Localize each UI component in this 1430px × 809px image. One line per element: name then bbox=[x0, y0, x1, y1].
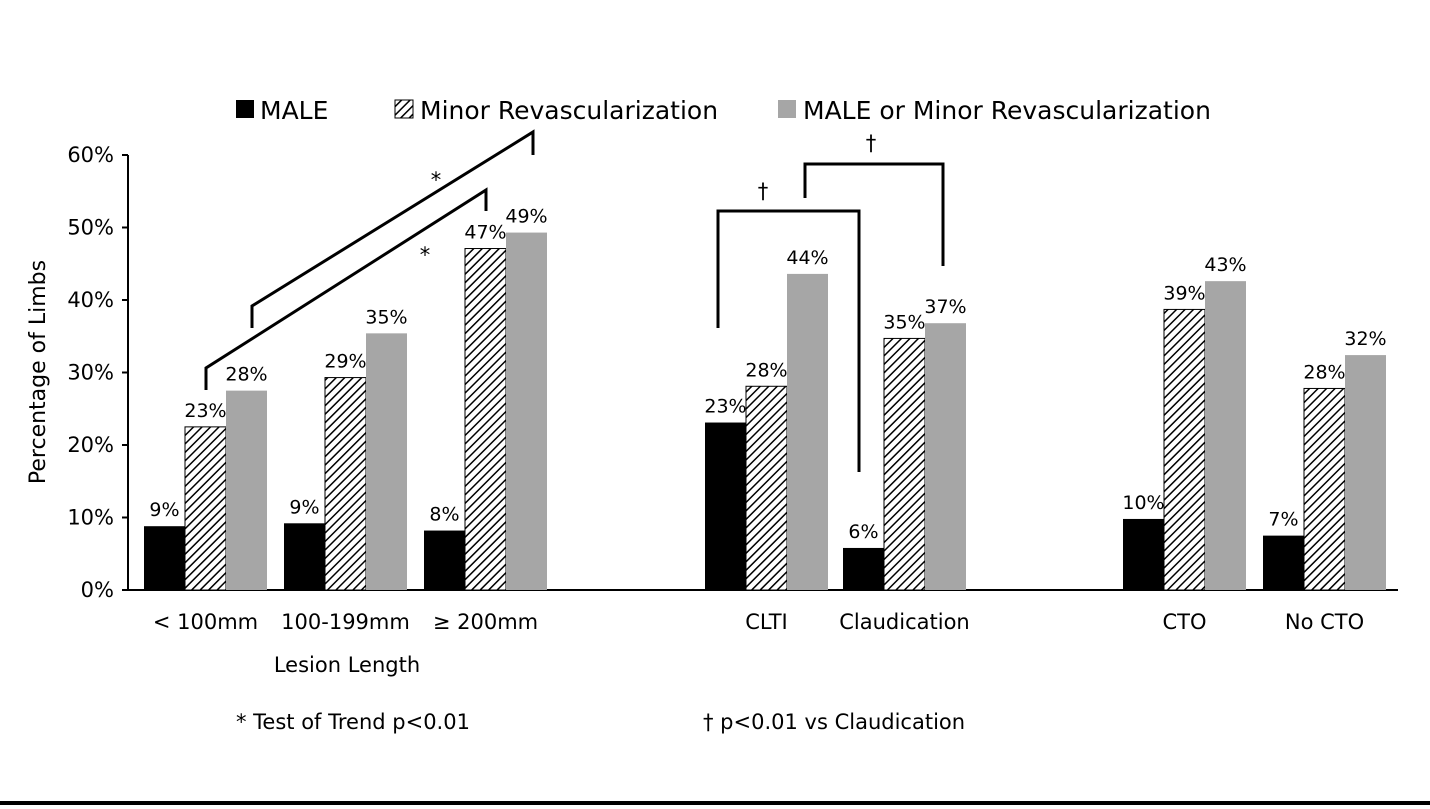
y-tick-label: 60% bbox=[67, 143, 114, 167]
bar-male-or-minor bbox=[1345, 355, 1386, 590]
bottom-rule bbox=[0, 801, 1430, 805]
claudication-marker-left: † bbox=[758, 179, 769, 203]
bar-male-or-minor bbox=[925, 323, 966, 590]
data-label-male: 10% bbox=[1122, 492, 1164, 514]
y-tick-label: 30% bbox=[67, 361, 114, 385]
bar-minor-revascularization bbox=[324, 377, 367, 591]
bar-male-or-minor bbox=[506, 232, 547, 590]
bar-minor-revascularization bbox=[1303, 387, 1346, 591]
legend-label-male: MALE bbox=[260, 96, 328, 125]
legend-label-male-or-minor: MALE or Minor Revascularization bbox=[803, 96, 1211, 125]
data-label-minor-revascularization: 47% bbox=[464, 222, 506, 244]
bar-male bbox=[1263, 535, 1304, 590]
data-label-minor-revascularization: 28% bbox=[1303, 361, 1345, 383]
data-label-male-or-minor: 49% bbox=[505, 206, 547, 228]
bar-male bbox=[424, 530, 465, 590]
data-label-male-or-minor: 28% bbox=[225, 364, 267, 386]
footnote-claudication: † p<0.01 vs Claudication bbox=[703, 710, 965, 734]
bar-male bbox=[843, 547, 884, 590]
data-label-male: 9% bbox=[149, 499, 179, 521]
bar-male bbox=[144, 526, 185, 590]
bar-male-or-minor bbox=[366, 333, 407, 590]
bar-male-or-minor bbox=[787, 273, 828, 590]
y-tick-label: 50% bbox=[67, 216, 114, 240]
data-label-minor-revascularization: 29% bbox=[324, 351, 366, 373]
clti-vs-claudication-bracket-male bbox=[716, 209, 861, 472]
trend-marker-lower: * bbox=[420, 243, 431, 267]
claudication-marker-right: † bbox=[866, 131, 877, 155]
bar-minor-revascularization bbox=[745, 385, 788, 591]
category-label: Claudication bbox=[839, 610, 969, 634]
bars bbox=[144, 232, 1386, 591]
data-label-male: 8% bbox=[429, 504, 459, 526]
bar-male-or-minor bbox=[226, 390, 267, 590]
category-label: 100-199mm bbox=[281, 610, 410, 634]
bar-minor-revascularization bbox=[184, 426, 227, 591]
category-label: CTO bbox=[1162, 610, 1206, 634]
data-label-male: 9% bbox=[289, 496, 319, 518]
legend: MALE Minor Revascularization MALE or Min… bbox=[236, 96, 1211, 125]
bar-male bbox=[284, 523, 325, 590]
y-tick-label: 10% bbox=[67, 506, 114, 530]
bar-minor-revascularization bbox=[1163, 308, 1206, 591]
data-label-male-or-minor: 44% bbox=[786, 247, 828, 269]
data-label-minor-revascularization: 23% bbox=[184, 400, 226, 422]
footnote-trend: * Test of Trend p<0.01 bbox=[236, 710, 470, 734]
data-label-male-or-minor: 43% bbox=[1204, 254, 1246, 276]
trend-bracket-male-or-minor bbox=[250, 129, 535, 328]
data-label-male: 23% bbox=[704, 396, 746, 418]
data-label-male-or-minor: 37% bbox=[924, 296, 966, 318]
trend-marker-upper: * bbox=[431, 168, 442, 192]
group-label-lesion-length: Lesion Length bbox=[274, 653, 420, 677]
legend-swatch-male-or-minor bbox=[778, 100, 796, 118]
y-tick-label: 40% bbox=[67, 288, 114, 312]
legend-swatch-male bbox=[236, 100, 254, 118]
data-label-minor-revascularization: 39% bbox=[1163, 282, 1205, 304]
legend-swatch-minor-revascularization bbox=[394, 99, 414, 119]
category-label: CLTI bbox=[745, 610, 788, 634]
bar-male bbox=[705, 422, 746, 590]
data-label-male: 6% bbox=[848, 521, 878, 543]
y-tick-label: 20% bbox=[67, 433, 114, 457]
category-label: ≥ 200mm bbox=[433, 610, 538, 634]
data-label-minor-revascularization: 35% bbox=[883, 311, 925, 333]
y-axis-title: Percentage of Limbs bbox=[26, 260, 51, 484]
data-label-male-or-minor: 32% bbox=[1344, 328, 1386, 350]
data-label-male-or-minor: 35% bbox=[365, 306, 407, 328]
bar-minor-revascularization bbox=[883, 337, 926, 591]
category-label: No CTO bbox=[1285, 610, 1364, 634]
y-tick-label: 0% bbox=[81, 578, 114, 602]
bar-male-or-minor bbox=[1205, 281, 1246, 590]
y-axis: 0% 10% 20% 30% 40% 50% 60% bbox=[67, 143, 129, 602]
category-labels: < 100mm 100-199mm ≥ 200mm CLTI Claudication C… bbox=[153, 610, 1364, 634]
data-label-minor-revascularization: 28% bbox=[745, 359, 787, 381]
data-labels: 9%23%28%9%29%35%8%47%49%23%28%44%6%35%37… bbox=[149, 206, 1386, 543]
data-label-male: 7% bbox=[1268, 509, 1298, 531]
trend-bracket-minor-revascularization bbox=[204, 187, 488, 390]
clti-vs-claudication-bracket-minor bbox=[803, 162, 945, 266]
bar-minor-revascularization bbox=[464, 248, 507, 591]
significance-brackets bbox=[204, 129, 945, 472]
legend-label-minor-revascularization: Minor Revascularization bbox=[420, 96, 718, 125]
bar-male bbox=[1123, 518, 1164, 590]
category-label: < 100mm bbox=[153, 610, 258, 634]
